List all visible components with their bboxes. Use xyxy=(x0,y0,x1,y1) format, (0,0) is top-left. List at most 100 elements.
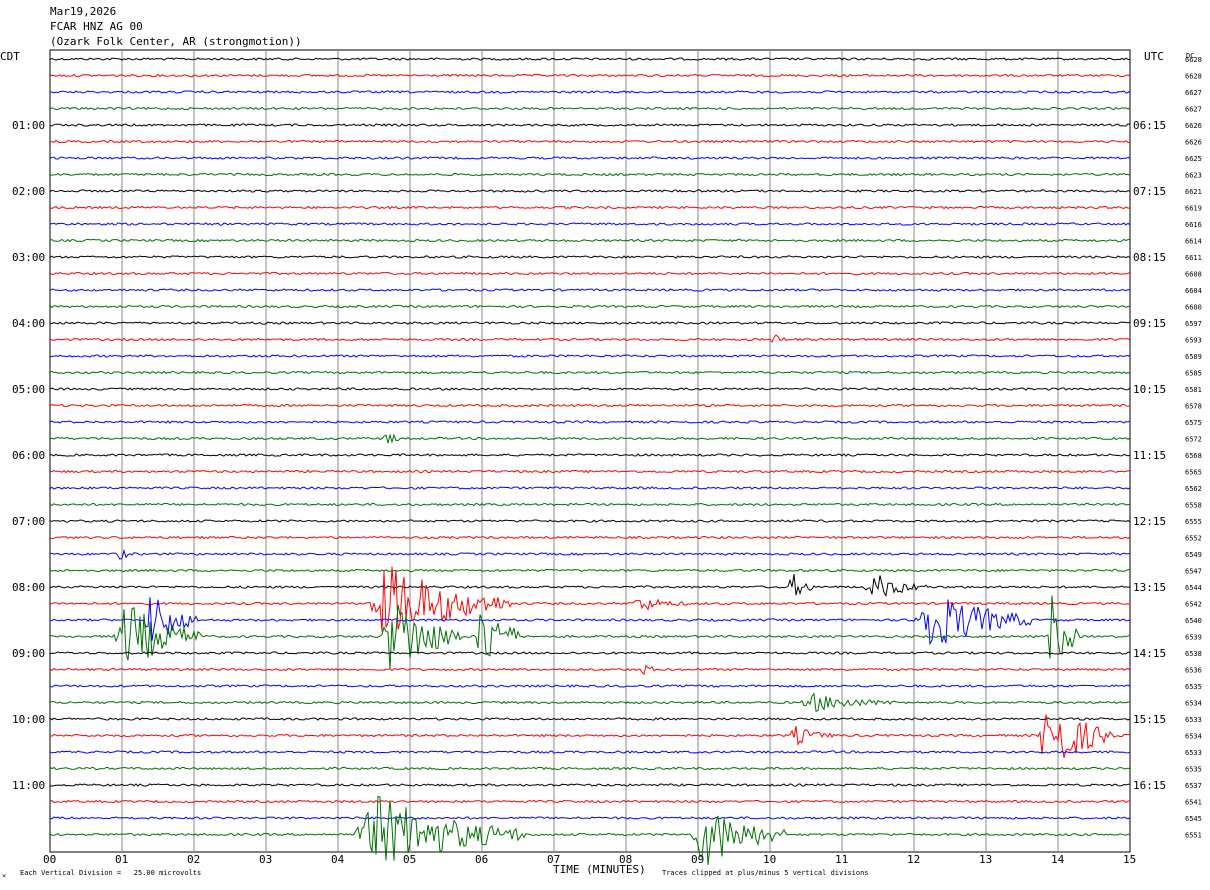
dc-offset-label: 6597 xyxy=(1185,320,1202,328)
dc-offset-label: 6568 xyxy=(1185,452,1202,460)
trace-line-29 xyxy=(49,535,1131,540)
cdt-time-label: 11:00 xyxy=(12,779,45,792)
trace-line-40 xyxy=(49,717,1131,721)
trace-line-1 xyxy=(49,73,1131,78)
x-tick-label: 01 xyxy=(115,853,128,866)
trace-line-46 xyxy=(49,816,1131,820)
dc-offset-label: 6536 xyxy=(1185,667,1202,675)
dc-offset-label: 6625 xyxy=(1185,155,1202,163)
x-tick-label: 00 xyxy=(43,853,56,866)
dc-offset-label: 6535 xyxy=(1185,683,1202,691)
dc-offset-label: 6533 xyxy=(1185,749,1202,757)
trace-line-17 xyxy=(49,334,1131,344)
dc-offset-label: 6627 xyxy=(1185,89,1202,97)
scale-note: Each Vertical Division = 25.00 microvolt… xyxy=(20,869,201,877)
x-tick-label: 11 xyxy=(835,853,848,866)
dc-offset-label: 6572 xyxy=(1185,436,1202,444)
cdt-time-label: 02:00 xyxy=(12,185,45,198)
trace-line-24 xyxy=(49,453,1131,457)
dc-offset-label: 6542 xyxy=(1185,601,1202,609)
trace-line-45 xyxy=(49,799,1130,804)
dc-offset-label: 6593 xyxy=(1185,337,1202,345)
x-tick-label: 06 xyxy=(475,853,488,866)
trace-line-34 xyxy=(49,597,1131,646)
trace-line-41 xyxy=(49,714,1131,758)
trace-line-16 xyxy=(49,321,1131,325)
x-tick-label: 12 xyxy=(907,853,920,866)
dc-offset-label: 6547 xyxy=(1185,568,1202,576)
trace-line-26 xyxy=(49,486,1131,490)
dc-offset-label: 6558 xyxy=(1185,502,1202,510)
cdt-time-label: 03:00 xyxy=(12,251,45,264)
dc-offset-label: 6533 xyxy=(1185,716,1202,724)
trace-line-6 xyxy=(49,156,1131,160)
dc-offset-label: 6581 xyxy=(1185,386,1202,394)
trace-line-8 xyxy=(49,189,1131,193)
time-gridlines xyxy=(49,49,1131,853)
cdt-axis-label: CDT xyxy=(0,50,20,63)
trace-line-4 xyxy=(49,123,1131,127)
dc-offset-label: 6589 xyxy=(1185,353,1202,361)
dc-column-label: DC xyxy=(1186,52,1194,60)
trace-line-9 xyxy=(49,205,1130,210)
trace-line-20 xyxy=(49,387,1131,391)
dc-offset-label: 6626 xyxy=(1185,122,1202,130)
trace-line-33 xyxy=(49,566,1131,632)
clip-note: Traces clipped at plus/minus 5 vertical … xyxy=(662,869,869,877)
dc-offset-label: 6614 xyxy=(1185,238,1202,246)
trace-line-15 xyxy=(49,304,1131,309)
cdt-time-label: 10:00 xyxy=(12,713,45,726)
cdt-time-label: 05:00 xyxy=(12,383,45,396)
dc-offset-label: 6545 xyxy=(1185,815,1202,823)
header-station: FCAR HNZ AG 00 xyxy=(50,20,143,33)
trace-line-2 xyxy=(49,90,1131,94)
trace-line-42 xyxy=(49,750,1131,754)
utc-time-label: 08:15 xyxy=(1133,251,1166,264)
trace-line-23 xyxy=(49,433,1131,444)
dc-offset-label: 6578 xyxy=(1185,403,1202,411)
trace-line-44 xyxy=(49,783,1131,787)
dc-offset-label: 6608 xyxy=(1185,271,1202,279)
x-tick-label: 13 xyxy=(979,853,992,866)
seismic-traces xyxy=(49,57,1131,865)
corner-mark: × xyxy=(2,872,6,880)
trace-line-13 xyxy=(49,271,1131,276)
trace-line-25 xyxy=(49,469,1131,474)
x-tick-label: 03 xyxy=(259,853,272,866)
utc-axis-label: UTC xyxy=(1144,50,1164,63)
trace-line-30 xyxy=(49,548,1131,560)
dc-offset-label: 6549 xyxy=(1185,551,1202,559)
trace-line-35 xyxy=(49,595,1131,670)
trace-line-37 xyxy=(49,664,1131,676)
trace-line-39 xyxy=(49,692,1131,713)
dc-offset-label: 6534 xyxy=(1185,733,1202,741)
dc-offset-label: 6537 xyxy=(1185,782,1202,790)
axis-labels: 00 01 02 03 04 05 06 07 08 09 10 11 12 13 14 15 01:00 02:… xyxy=(12,56,1202,866)
trace-line-7 xyxy=(49,172,1131,177)
dc-offset-label: 6575 xyxy=(1185,419,1202,427)
cdt-time-label: 09:00 xyxy=(12,647,45,660)
plot-frame xyxy=(49,49,1131,853)
dc-offset-label: 6619 xyxy=(1185,205,1202,213)
cdt-time-label: 06:00 xyxy=(12,449,45,462)
dc-offset-label: 6621 xyxy=(1185,188,1202,196)
dc-offset-label: 6616 xyxy=(1185,221,1202,229)
dc-offset-label: 6552 xyxy=(1185,535,1202,543)
dc-offset-label: 6534 xyxy=(1185,700,1202,708)
trace-line-27 xyxy=(49,502,1131,507)
dc-offset-label: 6628 xyxy=(1185,73,1202,81)
utc-time-label: 07:15 xyxy=(1133,185,1166,198)
trace-line-31 xyxy=(49,568,1131,573)
trace-line-14 xyxy=(49,288,1131,292)
trace-line-3 xyxy=(49,106,1131,111)
utc-time-label: 13:15 xyxy=(1133,581,1166,594)
cdt-time-label: 04:00 xyxy=(12,317,45,330)
dc-offset-label: 6565 xyxy=(1185,469,1202,477)
dc-offset-label: 6541 xyxy=(1185,799,1202,807)
dc-offset-label: 6604 xyxy=(1185,287,1202,295)
utc-time-label: 15:15 xyxy=(1133,713,1166,726)
dc-offset-label: 6611 xyxy=(1185,254,1202,262)
trace-line-22 xyxy=(49,420,1131,424)
dc-offset-label: 6585 xyxy=(1185,370,1202,378)
